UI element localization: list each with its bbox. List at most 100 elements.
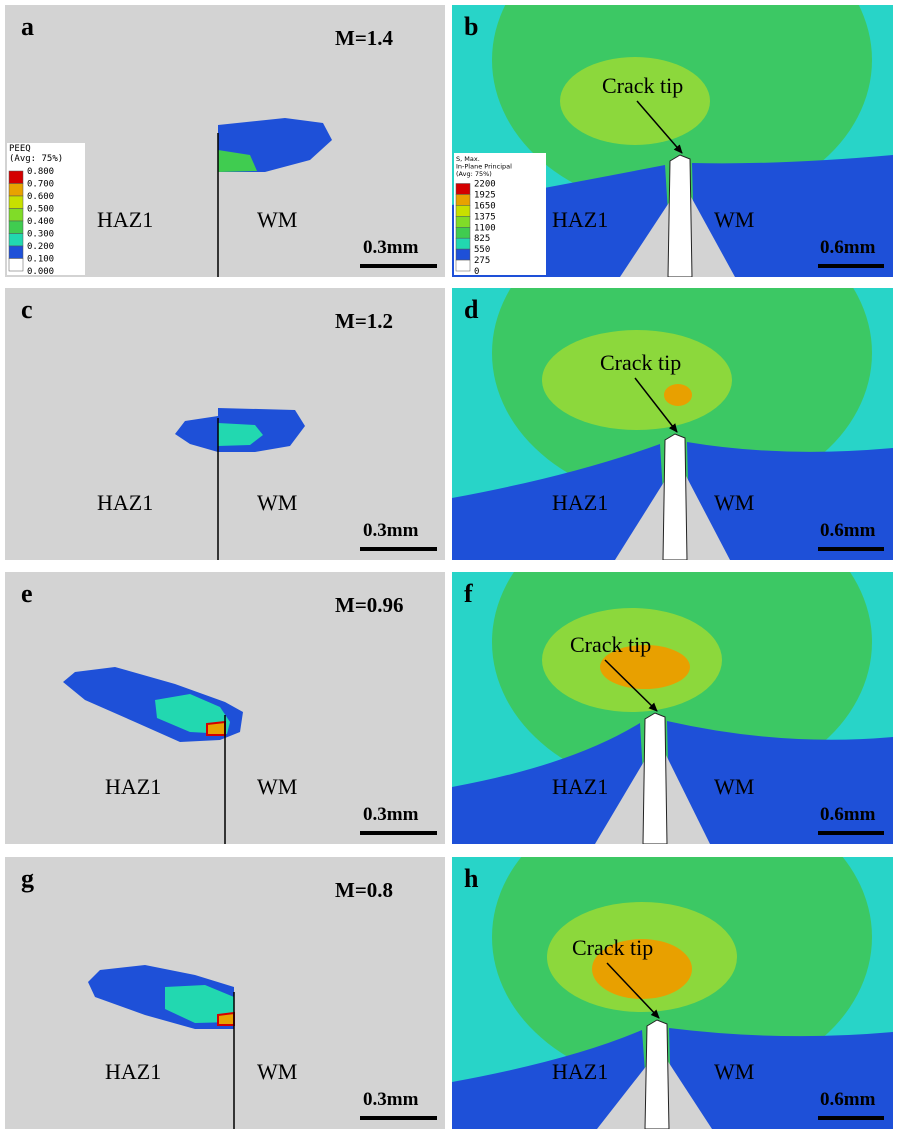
panel-label: b [464, 12, 478, 41]
plastic-zone-inner [218, 150, 257, 172]
m-value: M=0.8 [335, 878, 393, 902]
region-label: WM [257, 490, 297, 515]
plastic-zone-inner [218, 423, 263, 446]
m-value: M=1.2 [335, 309, 393, 333]
legend-title: (Avg: 75%) [456, 170, 492, 178]
legend-value: 0.400 [27, 217, 54, 227]
legend-swatch [8, 195, 24, 209]
legend-title: S, Max. [456, 155, 480, 163]
annotation-arrow [636, 100, 683, 154]
panel: Crack tip b HAZ1 WM 0.6mm S, Max.In-Plane Pri… [452, 5, 893, 277]
region-label: WM [714, 207, 754, 232]
legend-swatch [455, 194, 471, 206]
legend-swatch [8, 183, 24, 197]
m-value: M=0.96 [335, 593, 404, 617]
panel-label: f [464, 579, 473, 608]
region-label: HAZ1 [97, 207, 153, 232]
plastic-zone-peak [206, 720, 226, 736]
region-label: WM [714, 490, 754, 515]
panel: Crack tip f HAZ1 WM 0.6mm [452, 572, 893, 844]
region-label: WM [257, 207, 297, 232]
panel-label: g [21, 864, 34, 893]
legend-value: 0 [474, 267, 479, 277]
legend-swatch [8, 220, 24, 234]
legend-value: 0.100 [27, 255, 54, 265]
legend-swatch [8, 258, 24, 272]
panel: M=0.8 g HAZ1 WM 0.3mm [5, 857, 445, 1129]
annotation: Crack tip [602, 73, 683, 98]
crack [667, 154, 693, 277]
scale-label: 0.3mm [363, 520, 419, 541]
legend-value: 1100 [474, 223, 496, 233]
region-label: HAZ1 [552, 490, 608, 515]
contour-blue-right [687, 442, 893, 560]
crack [662, 433, 688, 560]
legend-value: 0.200 [27, 242, 54, 252]
legend-swatch [455, 183, 471, 195]
region-label: HAZ1 [105, 774, 161, 799]
contour-plot [452, 572, 893, 844]
region-label: HAZ1 [552, 1059, 608, 1084]
legend-value: 2200 [474, 180, 496, 190]
annotation: Crack tip [600, 350, 681, 375]
legend: PEEQ(Avg: 75%) 0.800 0.700 0.600 0.500 0.400 0… [7, 143, 85, 277]
crack [644, 1019, 670, 1129]
annotation-arrow [634, 377, 678, 433]
region-label: WM [714, 1059, 754, 1084]
annotation: Crack tip [570, 632, 651, 657]
legend-swatch [455, 216, 471, 228]
contour-orange [592, 939, 692, 999]
scale-label: 0.3mm [363, 804, 419, 825]
panel: M=1.2 c HAZ1 WM 0.3mm [5, 288, 445, 560]
legend-swatch [455, 205, 471, 217]
legend-swatch [455, 227, 471, 239]
annotation-arrow [604, 659, 658, 712]
legend-title: PEEQ [9, 144, 31, 154]
scale-label: 0.6mm [820, 520, 876, 541]
panel-label: e [21, 579, 33, 608]
legend-value: 275 [474, 256, 490, 266]
panel: M=0.96 e HAZ1 WM 0.3mm [5, 572, 445, 844]
region-label: HAZ1 [97, 490, 153, 515]
panel: Crack tip d HAZ1 WM 0.6mm [452, 288, 893, 560]
annotation: Crack tip [572, 935, 653, 960]
legend-value: 0.500 [27, 205, 54, 215]
plastic-zone-inner [165, 985, 234, 1023]
legend-title: In-Plane Principal [456, 163, 512, 171]
contour-blue-left [452, 723, 647, 844]
legend-value: 0.600 [27, 192, 54, 202]
panel: M=1.4 a HAZ1 WM 0.3mm PEEQ(Avg: 75%) 0.800 0.70… [5, 5, 445, 277]
scale-label: 0.6mm [820, 237, 876, 258]
contour-yellow-green [560, 57, 710, 145]
legend-value: 0.000 [27, 267, 54, 277]
region-label: HAZ1 [552, 207, 608, 232]
panel-label: h [464, 864, 479, 893]
legend-title: (Avg: 75%) [9, 154, 63, 164]
region-label: HAZ1 [105, 1059, 161, 1084]
panel-label: c [21, 295, 33, 324]
legend-swatch [455, 237, 471, 250]
legend-value: 0.700 [27, 180, 54, 190]
legend-swatch [8, 170, 24, 184]
panel: Crack tip h HAZ1 WM 0.6mm [452, 857, 893, 1129]
legend-swatch [455, 259, 471, 272]
region-label: WM [257, 1059, 297, 1084]
scale-label: 0.6mm [820, 1089, 876, 1110]
scale-label: 0.3mm [363, 1089, 419, 1110]
contour-plot [5, 572, 445, 844]
contour-blue-left [452, 444, 667, 560]
contour-blue-left [452, 1030, 649, 1129]
annotation-arrow [606, 962, 660, 1019]
legend-swatch [8, 233, 24, 247]
m-value: M=1.4 [335, 26, 394, 50]
region-label: WM [257, 774, 297, 799]
region-label: HAZ1 [552, 774, 608, 799]
panel-label: d [464, 295, 479, 324]
contour-plot [5, 288, 445, 560]
legend-swatch [455, 248, 471, 261]
contour-plot [452, 857, 893, 1129]
legend-value: 550 [474, 245, 490, 255]
contour-blue-right [667, 721, 893, 844]
contour-orange [664, 384, 692, 406]
